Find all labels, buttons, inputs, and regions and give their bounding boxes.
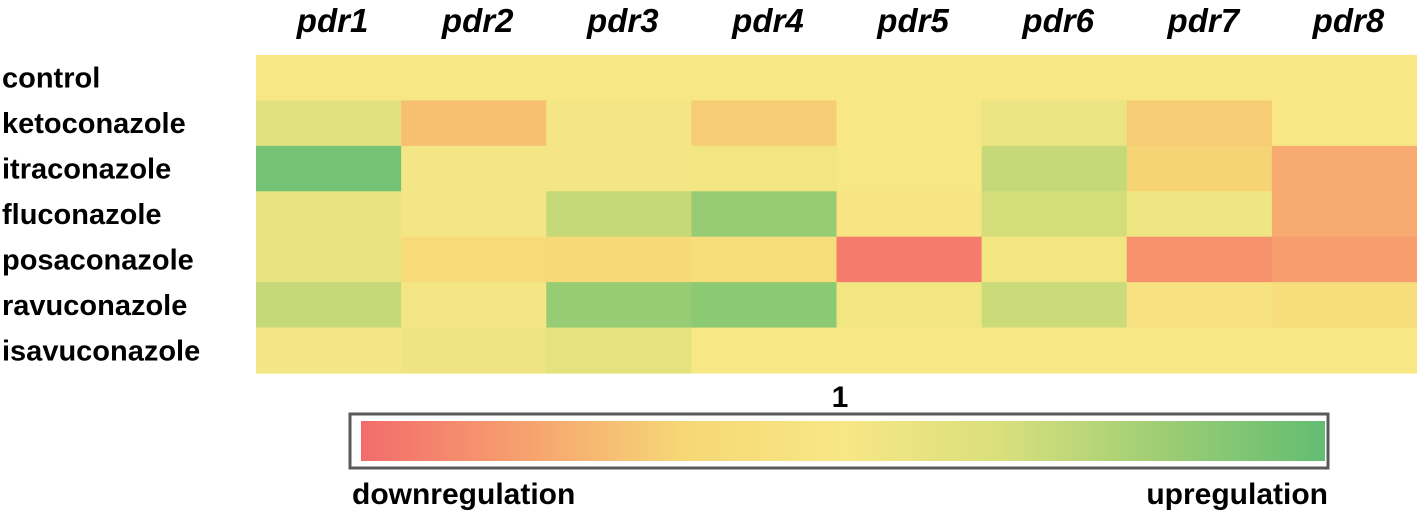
heatmap-cell-isavuconazole-pdr7: [1126, 327, 1273, 374]
heatmap-cell-ravuconazole-pdr6: [981, 282, 1128, 329]
color-scale-legend: 1 downregulation upregulation: [348, 381, 1330, 511]
heatmap-cell-posaconazole-pdr4: [691, 236, 838, 283]
heatmap-cells: [256, 55, 1417, 374]
column-label-pdr4: pdr4: [731, 2, 804, 39]
color-scale-bar: [361, 421, 1325, 461]
row-label-ravuconazole: ravuconazole: [2, 290, 187, 322]
row-label-control: control: [2, 63, 100, 95]
heatmap-cell-isavuconazole-pdr5: [836, 327, 983, 374]
heatmap-cell-fluconazole-pdr2: [401, 191, 547, 238]
heatmap-cell-ketoconazole-pdr3: [546, 100, 692, 147]
heatmap-cell-ketoconazole-pdr8: [1271, 100, 1417, 147]
heatmap-cell-fluconazole-pdr3: [546, 191, 692, 238]
heatmap-cell-posaconazole-pdr7: [1126, 236, 1273, 283]
color-scale-low-label: downregulation: [352, 478, 575, 511]
heatmap-cell-fluconazole-pdr1: [256, 191, 402, 238]
heatmap-cell-ketoconazole-pdr4: [691, 100, 838, 147]
heatmap-cell-fluconazole-pdr8: [1271, 191, 1417, 238]
heatmap-cell-control-pdr7: [1126, 55, 1273, 102]
column-label-pdr8: pdr8: [1312, 2, 1385, 39]
row-label-isavuconazole: isavuconazole: [2, 335, 200, 367]
heatmap-cell-posaconazole-pdr3: [546, 236, 692, 283]
heatmap-cell-control-pdr8: [1271, 55, 1417, 102]
column-label-pdr7: pdr7: [1167, 2, 1241, 39]
heatmap-cell-posaconazole-pdr2: [401, 236, 547, 283]
heatmap-cell-control-pdr1: [256, 55, 402, 102]
heatmap-cell-ravuconazole-pdr1: [256, 282, 402, 329]
heatmap-cell-ravuconazole-pdr8: [1271, 282, 1417, 329]
row-label-ketoconazole: ketoconazole: [2, 108, 186, 140]
heatmap-cell-ketoconazole-pdr1: [256, 100, 402, 147]
heatmap-cell-fluconazole-pdr6: [981, 191, 1128, 238]
heatmap-cell-isavuconazole-pdr4: [691, 327, 838, 374]
heatmap-cell-itraconazole-pdr2: [401, 145, 547, 192]
row-label-fluconazole: fluconazole: [2, 199, 162, 231]
heatmap-cell-itraconazole-pdr6: [981, 145, 1128, 192]
heatmap-cell-control-pdr5: [836, 55, 983, 102]
column-label-pdr6: pdr6: [1021, 2, 1094, 39]
color-scale-center-label: 1: [832, 381, 849, 414]
heatmap-cell-itraconazole-pdr7: [1126, 145, 1273, 192]
heatmap-cell-control-pdr2: [401, 55, 547, 102]
heatmap-cell-posaconazole-pdr1: [256, 236, 402, 283]
heatmap-cell-posaconazole-pdr5: [836, 236, 983, 283]
heatmap-cell-ravuconazole-pdr4: [691, 282, 838, 329]
heatmap-cell-itraconazole-pdr8: [1271, 145, 1417, 192]
heatmap-cell-ravuconazole-pdr5: [836, 282, 983, 329]
color-scale-high-label: upregulation: [1146, 478, 1328, 511]
heatmap-cell-ravuconazole-pdr2: [401, 282, 547, 329]
heatmap-cell-ketoconazole-pdr2: [401, 100, 547, 147]
heatmap-cell-control-pdr3: [546, 55, 692, 102]
row-labels: control ketoconazole itraconazole fluconazo…: [2, 63, 200, 368]
column-labels: pdr1 pdr2 pdr3 pdr4 pdr5 pdr6 pdr7 pdr8: [296, 2, 1385, 39]
column-label-pdr5: pdr5: [876, 2, 949, 39]
heatmap-cell-itraconazole-pdr3: [546, 145, 692, 192]
heatmap-cell-itraconazole-pdr4: [691, 145, 838, 192]
heatmap-cell-itraconazole-pdr5: [836, 145, 983, 192]
heatmap-cell-ravuconazole-pdr3: [546, 282, 692, 329]
heatmap-cell-ketoconazole-pdr5: [836, 100, 983, 147]
heatmap-cell-posaconazole-pdr6: [981, 236, 1128, 283]
heatmap-cell-fluconazole-pdr7: [1126, 191, 1273, 238]
heatmap-cell-ketoconazole-pdr7: [1126, 100, 1273, 147]
column-label-pdr3: pdr3: [586, 2, 659, 39]
row-label-posaconazole: posaconazole: [2, 244, 194, 276]
heatmap-cell-itraconazole-pdr1: [256, 145, 402, 192]
heatmap-cell-isavuconazole-pdr8: [1271, 327, 1417, 374]
heatmap-cell-isavuconazole-pdr6: [981, 327, 1128, 374]
column-label-pdr2: pdr2: [441, 2, 514, 39]
heatmap-cell-ravuconazole-pdr7: [1126, 282, 1273, 329]
heatmap-cell-isavuconazole-pdr3: [546, 327, 692, 374]
heatmap-cell-fluconazole-pdr5: [836, 191, 983, 238]
heatmap-cell-control-pdr6: [981, 55, 1128, 102]
heatmap-cell-ketoconazole-pdr6: [981, 100, 1128, 147]
heatmap-cell-fluconazole-pdr4: [691, 191, 838, 238]
heatmap-cell-isavuconazole-pdr2: [401, 327, 547, 374]
heatmap-cell-posaconazole-pdr8: [1271, 236, 1417, 283]
row-label-itraconazole: itraconazole: [2, 154, 171, 186]
column-label-pdr1: pdr1: [296, 2, 369, 39]
heatmap-cell-isavuconazole-pdr1: [256, 327, 402, 374]
heatmap-cell-control-pdr4: [691, 55, 838, 102]
